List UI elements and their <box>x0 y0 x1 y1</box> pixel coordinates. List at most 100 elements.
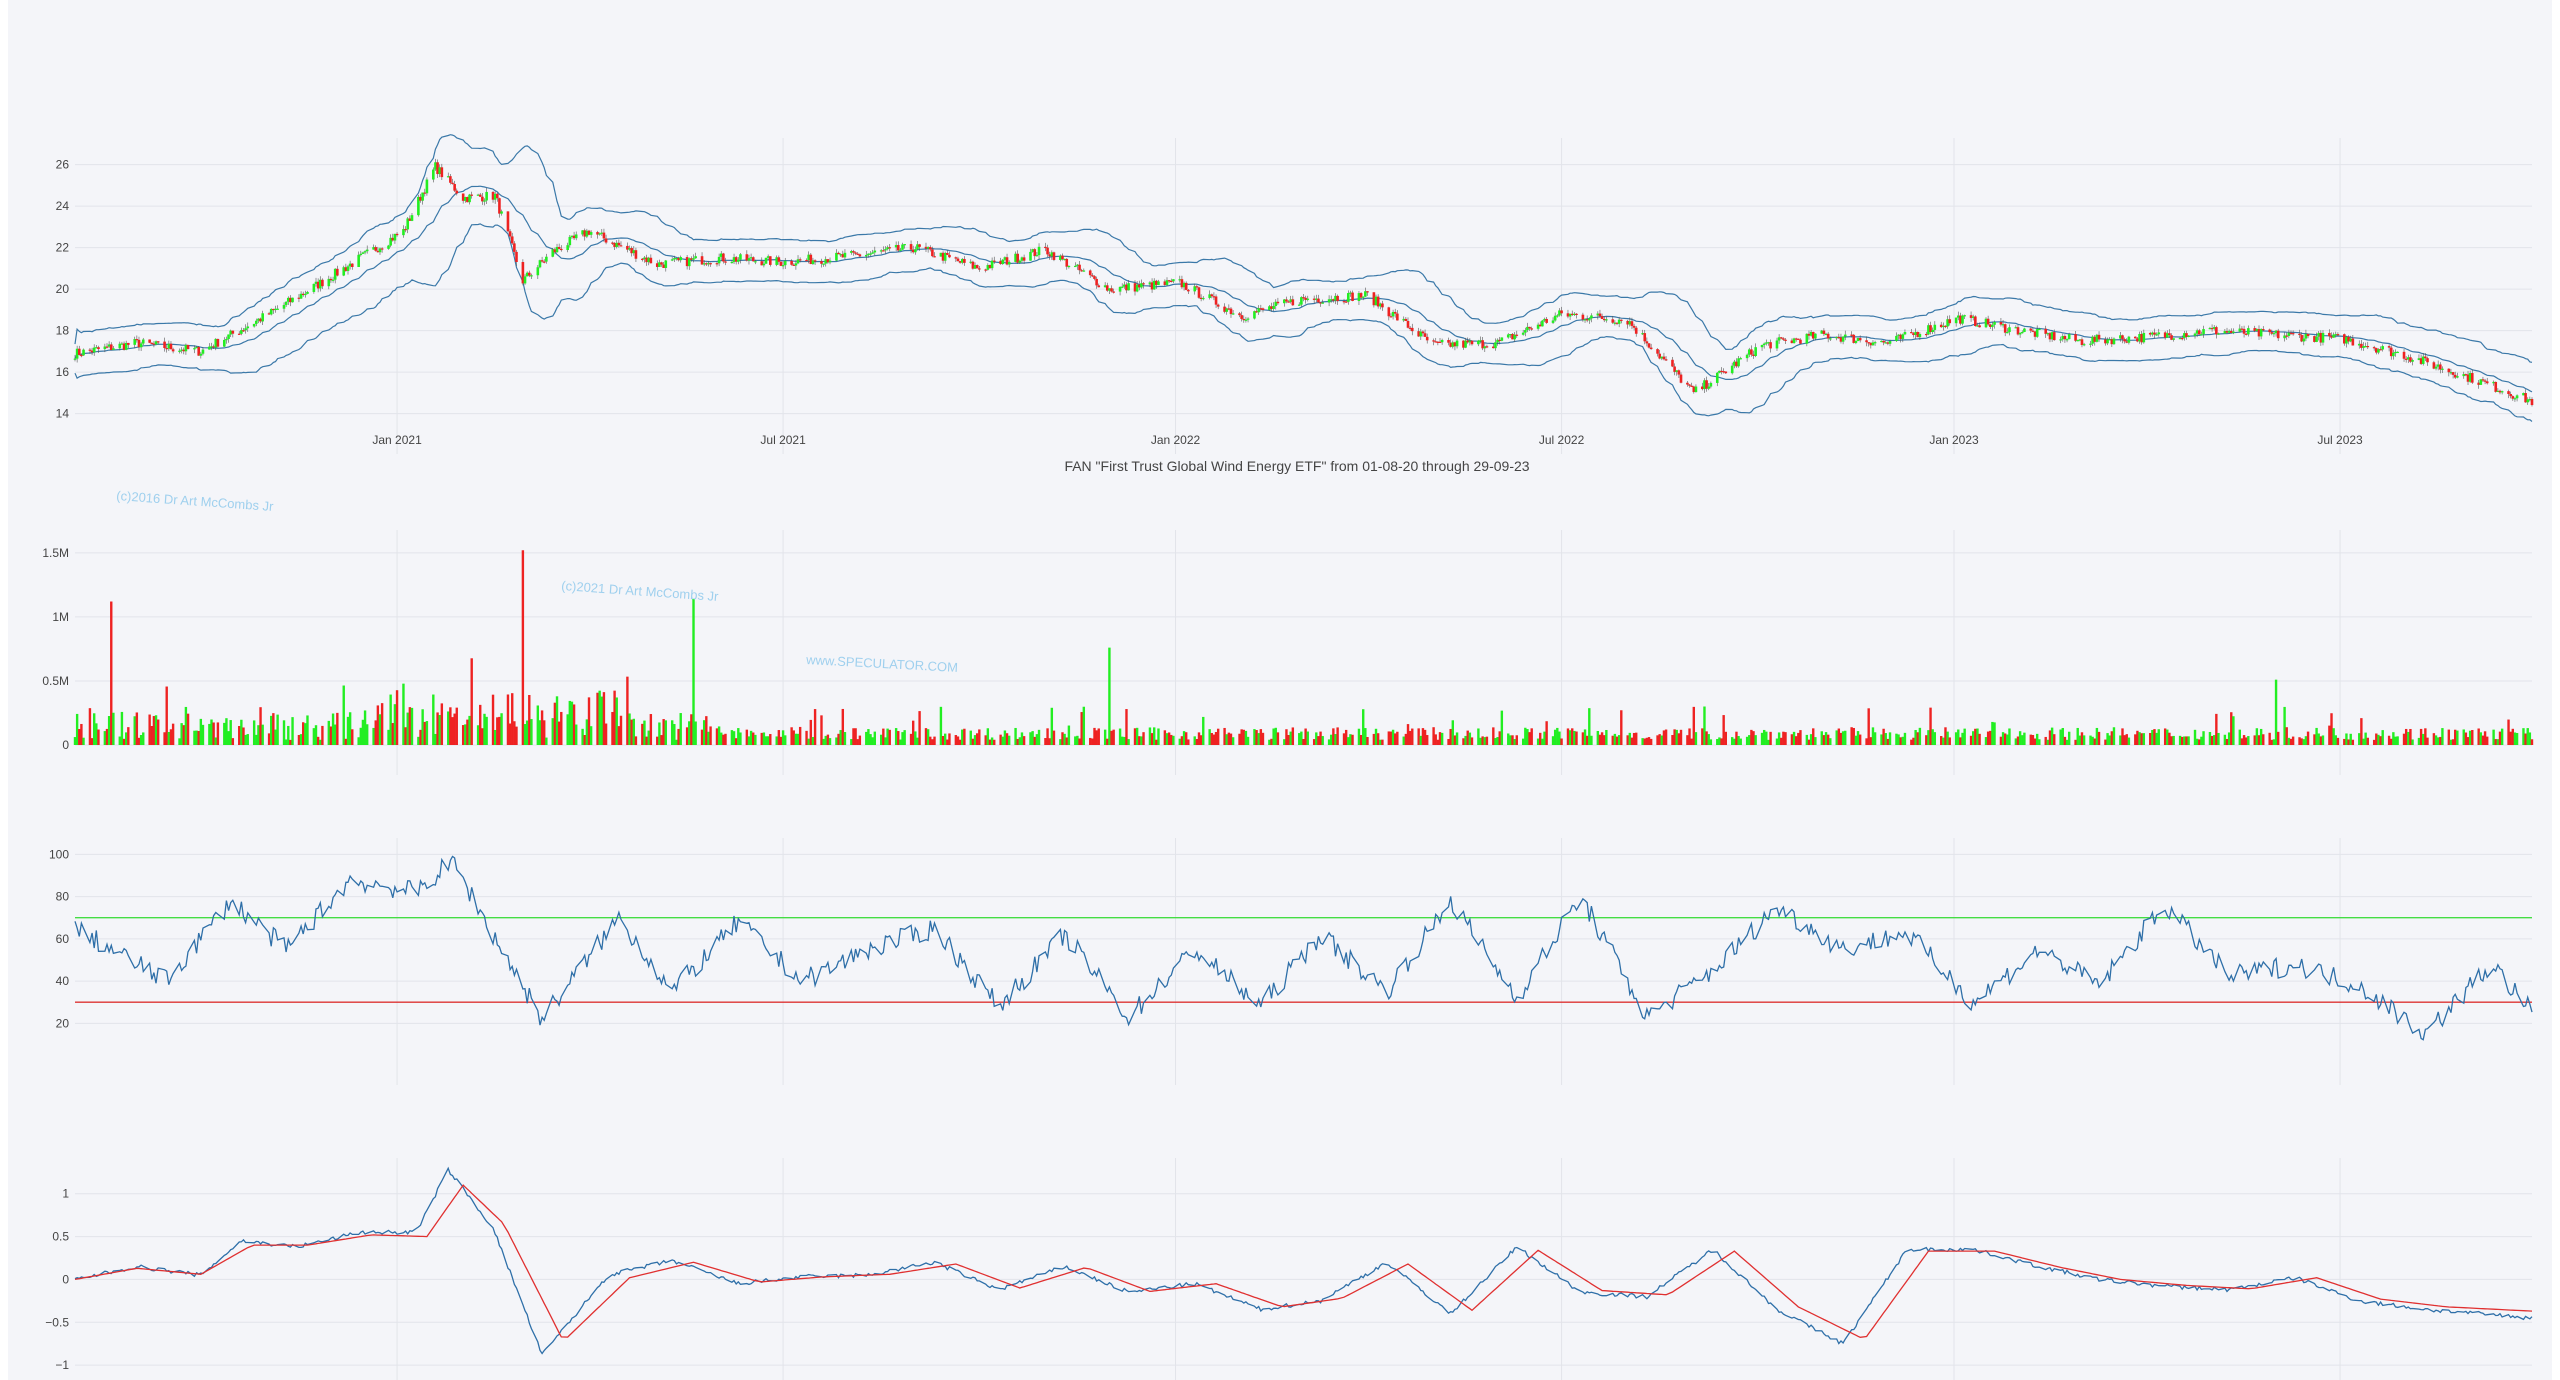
candle-body <box>2298 333 2301 336</box>
candle-body <box>2345 336 2348 344</box>
candle-body <box>1944 325 1947 328</box>
candle-body <box>1839 337 1843 342</box>
volume-bar <box>2274 679 2278 745</box>
candle-body <box>1342 301 1346 303</box>
volume-bar <box>1521 738 1525 745</box>
candle-body <box>978 268 981 270</box>
candle-body <box>2200 334 2203 336</box>
candle-body <box>1297 304 1301 306</box>
candle-body <box>685 257 689 267</box>
candle-body <box>1822 330 1826 335</box>
volume-bar <box>1658 734 1661 745</box>
volume-bar <box>1097 728 1100 745</box>
candle-body <box>500 211 503 214</box>
volume-bar <box>1509 735 1512 745</box>
volume-bar <box>331 713 335 745</box>
candle-body <box>1455 340 1459 347</box>
volume-bar <box>122 738 126 745</box>
candle-body <box>762 263 766 266</box>
volume-bar <box>530 719 533 745</box>
volume-bar <box>754 734 757 745</box>
candle-body <box>2003 324 2007 333</box>
candle-body <box>348 263 352 267</box>
candle-body <box>2170 335 2173 340</box>
volume-bar <box>1611 735 1614 745</box>
candle-body <box>628 248 631 250</box>
volume-bar <box>2106 733 2109 745</box>
volume-bar <box>760 732 763 745</box>
candle-body <box>1391 311 1395 317</box>
volume-bar <box>589 726 593 745</box>
volume-bar <box>1142 732 1145 745</box>
volume-bar <box>2240 738 2244 745</box>
candle-body <box>350 263 354 267</box>
volume-bar <box>690 714 693 745</box>
candle-body <box>909 244 913 250</box>
candle-body <box>2351 338 2355 346</box>
candle-body <box>2287 332 2291 337</box>
candle-body <box>423 192 427 194</box>
candle-body <box>1762 343 1766 345</box>
volume-bar <box>660 735 663 745</box>
candle-body <box>1688 384 1691 386</box>
volume-bar <box>824 735 827 745</box>
candle-body <box>1931 329 1934 333</box>
candle-body <box>304 293 307 296</box>
candle-body <box>709 263 712 265</box>
candle-body <box>1797 338 1800 340</box>
candle-body <box>120 343 124 345</box>
candle-body <box>1120 286 1124 288</box>
candle-body <box>257 318 260 321</box>
volume-bar <box>1148 727 1152 745</box>
volume-bar <box>150 725 153 745</box>
candle-body <box>329 278 333 281</box>
volume-bar <box>662 719 665 745</box>
volume-bar <box>2372 739 2376 745</box>
candle-body <box>1095 278 1098 286</box>
candle-body <box>1660 356 1664 359</box>
volume-bar <box>1969 735 1973 745</box>
volume-bar <box>2358 733 2361 745</box>
candle-body <box>393 233 397 241</box>
volume-bar <box>2255 728 2259 745</box>
volume-bar <box>2449 739 2453 745</box>
candle-body <box>2153 332 2156 335</box>
candle-body <box>2483 380 2487 382</box>
candle-body <box>737 259 740 262</box>
volume-bar <box>511 693 514 745</box>
volume-bar <box>1037 729 1041 745</box>
candle-body <box>724 261 727 263</box>
candle-body <box>122 343 126 350</box>
candle-body <box>2274 330 2278 334</box>
candle-body <box>2050 332 2054 340</box>
volume-bar <box>344 738 348 745</box>
candle-body <box>90 350 94 353</box>
candle-body <box>1530 328 1534 330</box>
volume-bar <box>1513 739 1516 745</box>
volume-bar <box>1794 736 1798 745</box>
indicator-layer <box>74 855 2533 1355</box>
volume-bar <box>828 738 832 745</box>
candle-body <box>948 254 951 258</box>
volume-bar <box>2285 727 2288 745</box>
volume-bar <box>402 683 405 745</box>
candle-body <box>2133 336 2137 339</box>
volume-bar <box>632 718 635 745</box>
candle-body <box>440 167 444 178</box>
candle-body <box>873 250 877 253</box>
candle-body <box>2202 329 2205 335</box>
candle-body <box>1302 297 1305 299</box>
volume-bar <box>2436 737 2440 745</box>
volume-bar <box>1020 732 1024 745</box>
volume-bar <box>2082 735 2086 745</box>
volume-bar <box>1327 739 1331 745</box>
volume-bar <box>1364 728 1367 745</box>
candle-body <box>630 248 633 254</box>
candle-body <box>171 349 175 352</box>
volume-bar <box>732 731 736 745</box>
chart-title: FAN "First Trust Global Wind Energy ETF"… <box>1064 458 1529 474</box>
volume-bar <box>888 729 891 745</box>
candle-body <box>1718 370 1721 373</box>
volume-bar <box>2187 736 2190 745</box>
candle-body <box>715 263 719 265</box>
